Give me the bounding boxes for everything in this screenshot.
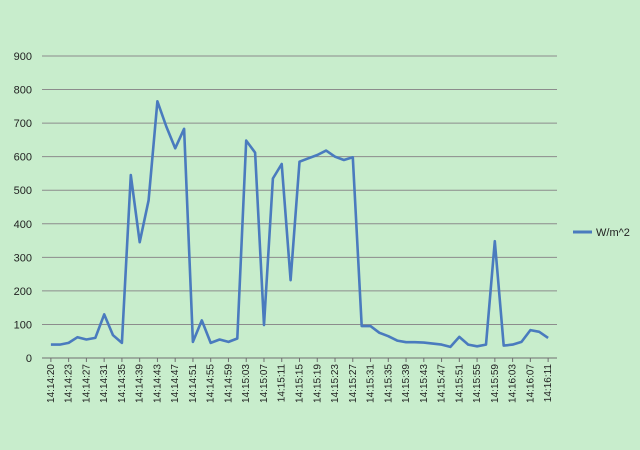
series-group <box>50 100 549 349</box>
y-tick-label: 0 <box>26 353 32 365</box>
x-tick-label: 14:14:39 <box>135 364 146 403</box>
grid-lines <box>42 55 557 359</box>
x-tick-label: 14:14:20 <box>46 364 57 403</box>
y-tick-label: 600 <box>14 152 32 164</box>
x-tick-label: 14:14:47 <box>170 364 181 403</box>
y-axis-ticks: 0 100 200 300 400 500 600 700 800 900 <box>14 51 32 365</box>
x-tick-label: 14:14:23 <box>64 364 75 403</box>
y-tick-label: 400 <box>14 219 32 231</box>
y-tick-label: 900 <box>14 51 32 63</box>
y-tick-label: 300 <box>14 252 32 264</box>
x-tick-label: 14:15:27 <box>348 364 359 403</box>
y-tick-label: 200 <box>14 286 32 298</box>
x-tick-label: 14:14:59 <box>223 364 234 403</box>
x-tick-label: 14:14:43 <box>152 364 163 403</box>
x-tick-label: 14:15:55 <box>472 364 483 403</box>
series-line-wm2 <box>50 100 549 349</box>
x-tick-label: 14:14:51 <box>188 364 199 403</box>
x-axis-ticks: 14:14:20 14:14:23 14:14:27 14:14:31 14:14:35… <box>46 358 554 403</box>
y-tick-label: 700 <box>14 118 32 130</box>
x-tick-label: 14:14:35 <box>117 364 128 403</box>
x-tick-label: 14:15:47 <box>437 364 448 403</box>
x-tick-label: 14:15:23 <box>330 364 341 403</box>
x-tick-label: 14:16:07 <box>525 364 536 403</box>
x-tick-label: 14:15:31 <box>366 364 377 403</box>
x-tick-label: 14:15:39 <box>401 364 412 403</box>
x-tick-label: 14:14:31 <box>99 364 110 403</box>
x-tick-label: 14:15:35 <box>383 364 394 403</box>
x-tick-label: 14:16:11 <box>543 364 554 403</box>
x-tick-label: 14:15:19 <box>312 364 323 403</box>
x-tick-label: 14:15:03 <box>241 364 252 403</box>
x-tick-label: 14:16:03 <box>508 364 519 403</box>
x-tick-label: 14:15:59 <box>490 364 501 403</box>
x-tick-label: 14:15:51 <box>454 364 465 403</box>
x-tick-label: 14:15:11 <box>277 364 288 403</box>
y-tick-label: 500 <box>14 185 32 197</box>
y-tick-label: 800 <box>14 85 32 97</box>
y-tick-label: 100 <box>14 319 32 331</box>
x-tick-label: 14:15:43 <box>419 364 430 403</box>
legend: W/m^2 <box>573 227 630 239</box>
legend-label-wm2: W/m^2 <box>596 227 630 239</box>
x-tick-label: 14:15:15 <box>295 364 306 403</box>
x-tick-label: 14:14:55 <box>206 364 217 403</box>
x-tick-label: 14:15:07 <box>259 364 270 403</box>
x-tick-label: 14:14:27 <box>81 364 92 403</box>
